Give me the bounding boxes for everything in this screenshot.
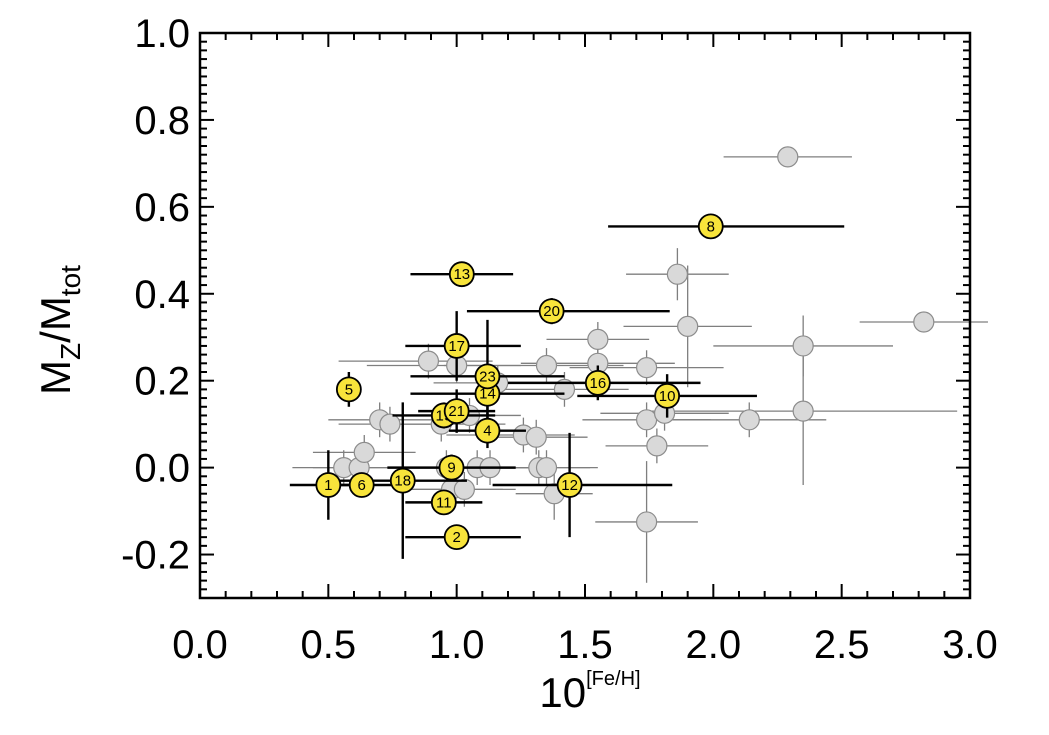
point-12-marker: [556, 472, 583, 498]
point-1-marker: [315, 472, 342, 498]
y-tick-label: 0.4: [134, 273, 190, 317]
point-17: 17: [443, 333, 470, 359]
comparison-point: [646, 435, 668, 457]
point-10: 10: [654, 383, 681, 409]
point-20-marker: [538, 298, 565, 325]
comparison-point: [635, 511, 658, 533]
point-17-marker: [443, 333, 470, 359]
point-5-label: 5: [345, 381, 353, 398]
x-tick-label: 3.0: [942, 623, 998, 667]
comparison-point: [353, 441, 375, 464]
point-14-label: 14: [479, 386, 496, 403]
y-axis-label: MZ/Mtot: [32, 265, 86, 395]
y-tick-label: 0.0: [134, 447, 190, 491]
x-tick-label: 0.5: [301, 623, 357, 667]
tick-labels: 0.0 0.5 1.0 1.5 2.0 2.5 3.0 -0.2 0.0 0.2 0.4 0.6 0.8…: [121, 12, 998, 667]
y-tick-label: 0.6: [134, 186, 190, 230]
comparison-point: [913, 311, 935, 333]
y-tick-label: 1.0: [134, 12, 190, 56]
point-23-marker: [474, 363, 501, 390]
comparison-point: [379, 413, 401, 435]
point-6-label: 6: [358, 477, 366, 494]
axes: [198, 31, 972, 600]
point-11-label: 11: [436, 494, 452, 511]
point-12-label: 12: [561, 477, 578, 494]
point-21-label: 21: [448, 403, 465, 420]
point-9: 9: [438, 454, 465, 481]
point-5-marker: [335, 376, 362, 403]
comparison-point: [535, 457, 558, 479]
x-tick-label: 2.0: [686, 623, 742, 667]
point-5: 5: [335, 376, 362, 403]
point-10-marker: [654, 383, 681, 409]
point-12: 12: [556, 472, 583, 498]
y-axis-label-group: MZ/Mtot: [32, 265, 86, 395]
point-8-label: 8: [707, 218, 715, 235]
point-18: 18: [389, 467, 416, 494]
point-16: 16: [584, 369, 611, 396]
comparison-point: [635, 357, 658, 379]
point-9-marker: [438, 454, 465, 481]
comparison-point: [792, 335, 814, 357]
point-18-label: 18: [394, 473, 411, 490]
point-18-marker: [389, 467, 416, 494]
point-6: 6: [348, 472, 375, 498]
point-2: 2: [443, 524, 470, 551]
point-20-label: 20: [543, 303, 560, 320]
y-tick-label: -0.2: [121, 534, 190, 578]
comparison-point: [792, 400, 814, 422]
x-tick-label: 1.5: [557, 623, 613, 667]
point-9-label: 9: [447, 460, 455, 477]
point-20: 20: [538, 298, 565, 325]
comparison-point: [666, 263, 689, 285]
point-8-marker: [697, 213, 724, 240]
x-axis-label: 10[Fe/H]: [539, 668, 640, 716]
y-tick-label: 0.8: [134, 99, 190, 143]
point-13-label: 13: [453, 266, 470, 283]
point-10-label: 10: [659, 388, 676, 405]
point-16-marker: [584, 369, 611, 396]
point-11: 11: [430, 489, 457, 516]
point-2-label: 2: [452, 529, 460, 546]
comparison-point: [635, 409, 658, 431]
point-21-marker: [443, 398, 470, 425]
point-2-marker: [443, 524, 470, 551]
comparison-point: [417, 350, 440, 372]
point-23-label: 23: [479, 368, 496, 385]
x-tick-label: 0.0: [172, 623, 228, 667]
comparison-point: [677, 315, 699, 337]
plot-frame: [198, 31, 972, 600]
comparison-point: [738, 409, 760, 431]
comparison-point: [587, 328, 609, 351]
point-17-label: 17: [448, 338, 465, 355]
point-13: 13: [448, 261, 475, 288]
comparison-points: [333, 146, 935, 533]
y-tick-label: 0.2: [134, 360, 190, 404]
point-8: 8: [697, 213, 724, 240]
point-1-label: 1: [324, 477, 332, 494]
point-4-label: 4: [483, 423, 491, 440]
comparison-point: [777, 146, 799, 168]
comparison-point: [453, 478, 475, 500]
axis-labels: 10[Fe/H] MZ/Mtot: [32, 265, 641, 716]
point-21: 21: [443, 398, 470, 425]
point-23: 23: [474, 363, 501, 390]
comparison-point: [525, 426, 547, 448]
comparison-point: [535, 354, 558, 377]
point-4-marker: [474, 417, 501, 444]
point-11-marker: [430, 489, 457, 516]
point-6-marker: [348, 472, 375, 498]
point-16-label: 16: [589, 375, 606, 392]
x-tick-label: 2.5: [814, 623, 870, 667]
point-4: 4: [474, 417, 501, 444]
x-tick-label: 1.0: [429, 623, 485, 667]
point-1: 1: [315, 472, 342, 498]
point-13-marker: [448, 261, 475, 288]
